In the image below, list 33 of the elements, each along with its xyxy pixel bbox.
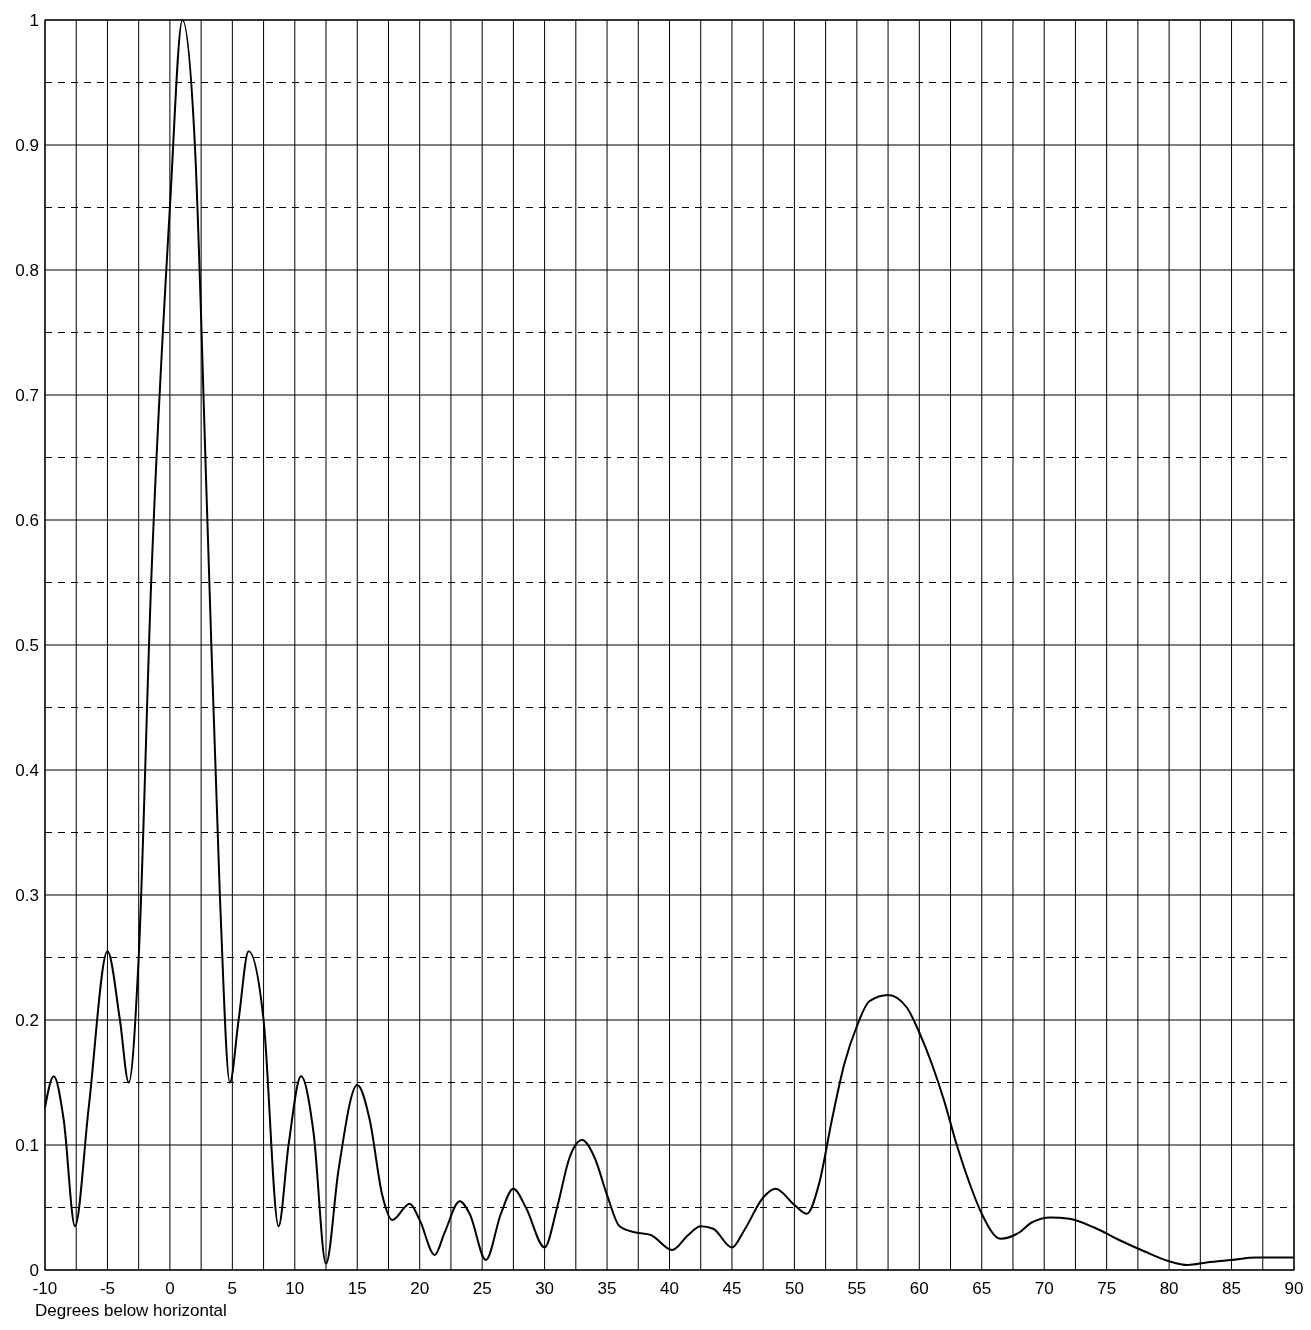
x-tick-label: 10 (285, 1279, 305, 1298)
y-tick-label: 0 (29, 1261, 39, 1280)
y-tick-label: 0.8 (15, 261, 39, 280)
x-tick-label: 15 (347, 1279, 367, 1298)
x-tick-label: 30 (535, 1279, 555, 1298)
x-tick-label: 55 (847, 1279, 867, 1298)
x-tick-label: 80 (1159, 1279, 1179, 1298)
x-tick-label: 0 (165, 1279, 175, 1298)
x-tick-label: 40 (660, 1279, 679, 1298)
x-tick-label: 20 (410, 1279, 430, 1298)
x-tick-label: 70 (1034, 1279, 1054, 1298)
y-tick-label: 1 (29, 11, 39, 30)
x-tick-label: 60 (909, 1279, 929, 1298)
x-tick-label: -5 (99, 1279, 116, 1298)
x-axis-title: Degrees below horizontal (35, 1301, 227, 1320)
x-tick-label: 50 (784, 1279, 804, 1298)
x-tick-label: 90 (1284, 1279, 1304, 1298)
x-tick-label: 85 (1222, 1279, 1242, 1298)
x-tick-label: 45 (722, 1279, 742, 1298)
x-tick-label: 75 (1097, 1279, 1117, 1298)
x-tick-label: 35 (597, 1279, 617, 1298)
x-tick-label: 65 (972, 1279, 992, 1298)
x-tick-label: 25 (472, 1279, 492, 1298)
x-tick-label: 5 (227, 1279, 238, 1298)
y-tick-label: 0.7 (15, 386, 39, 405)
y-tick-label: 0.4 (15, 761, 39, 780)
y-tick-label: 0.6 (15, 511, 39, 530)
y-tick-label: 0.9 (15, 136, 39, 155)
y-tick-label: 0.5 (15, 636, 39, 655)
y-tick-label: 0.3 (15, 886, 39, 905)
y-tick-label: 0.1 (15, 1136, 39, 1155)
y-tick-label: 0.2 (15, 1011, 39, 1030)
x-tick-label: -10 (32, 1279, 58, 1298)
